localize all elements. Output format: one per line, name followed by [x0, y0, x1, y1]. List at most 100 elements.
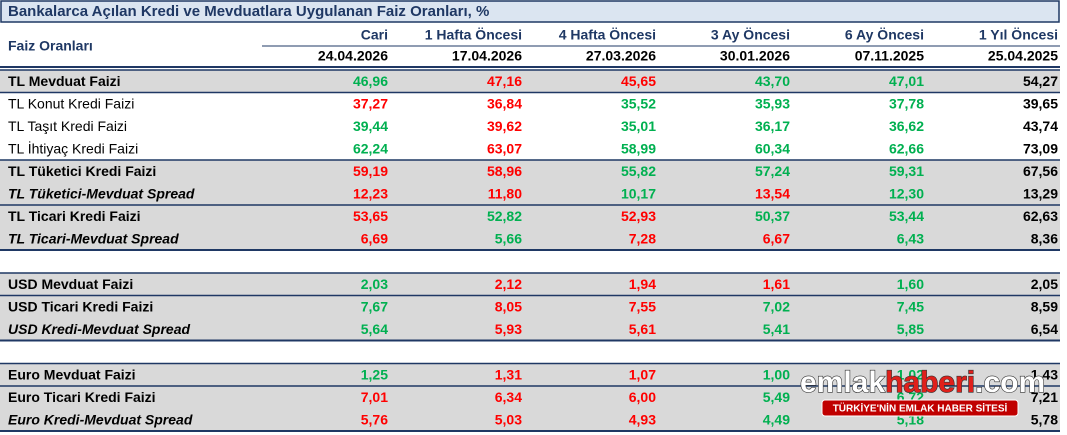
cell-value: 1,07 — [629, 366, 656, 382]
cell-value: 43,74 — [1023, 118, 1058, 134]
cell-value: 5,85 — [897, 321, 924, 337]
cell-value: 52,82 — [487, 208, 522, 224]
row-label: TL Taşıt Kredi Faizi — [8, 118, 127, 134]
cell-value: 55,82 — [621, 163, 656, 179]
cell-value: 5,61 — [629, 321, 656, 337]
cell-value: 2,03 — [361, 276, 388, 292]
column-name: 3 Ay Öncesi — [711, 27, 790, 43]
watermark-logo: emlakhaberi.com — [800, 366, 1045, 399]
cell-value: 8,59 — [1031, 298, 1058, 314]
watermark-tagline: TÜRKİYE'NİN EMLAK HABER SİTESİ — [833, 402, 1008, 415]
cell-value: 62,24 — [353, 140, 388, 156]
column-date: 30.01.2026 — [720, 48, 790, 64]
row-label: USD Mevduat Faizi — [8, 276, 133, 292]
row-shade — [0, 363, 1060, 386]
cell-value: 4,93 — [629, 411, 656, 427]
cell-value: 6,54 — [1031, 321, 1058, 337]
row-label: Euro Mevduat Faizi — [8, 366, 136, 382]
watermark-banner — [821, 399, 1019, 417]
cell-value: 46,96 — [353, 73, 388, 89]
cell-value: 6,00 — [629, 389, 656, 405]
cell-value: 13,54 — [755, 185, 790, 201]
row-shade — [0, 295, 1060, 318]
cell-value: 50,37 — [755, 208, 790, 224]
watermark-part: .com — [975, 366, 1045, 399]
column-name: Cari — [361, 27, 388, 43]
cell-value: 1,02 — [897, 366, 924, 382]
row-shade — [0, 227, 1060, 250]
cell-value: 35,93 — [755, 95, 790, 111]
cell-value: 36,62 — [889, 118, 924, 134]
cell-value: 1,00 — [763, 366, 790, 382]
cell-value: 7,28 — [629, 230, 656, 246]
cell-value: 52,93 — [621, 208, 656, 224]
cell-value: 5,41 — [763, 321, 790, 337]
cell-value: 10,17 — [621, 185, 656, 201]
cell-value: 5,76 — [361, 411, 388, 427]
cell-value: 12,30 — [889, 185, 924, 201]
row-shade — [0, 318, 1060, 341]
cell-value: 36,17 — [755, 118, 790, 134]
cell-value: 1,43 — [1031, 366, 1058, 382]
row-label: TL İhtiyaç Kredi Faizi — [8, 139, 138, 156]
cell-value: 58,96 — [487, 163, 522, 179]
row-label: TL Mevduat Faizi — [8, 73, 121, 89]
cell-value: 2,05 — [1031, 276, 1058, 292]
cell-value: 63,07 — [487, 140, 522, 156]
cell-value: 60,34 — [755, 140, 790, 156]
cell-value: 1,25 — [361, 366, 388, 382]
cell-value: 7,02 — [763, 298, 790, 314]
cell-value: 6,43 — [897, 230, 924, 246]
watermark-part: haberi — [885, 366, 975, 399]
cell-value: 36,84 — [487, 95, 522, 111]
cell-value: 6,34 — [495, 389, 522, 405]
column-date: 25.04.2025 — [988, 48, 1058, 64]
row-shade — [0, 408, 1060, 431]
column-name: 4 Hafta Öncesi — [559, 27, 656, 43]
title-bar — [0, 0, 1060, 23]
row-label: TL Tüketici Kredi Faizi — [8, 163, 156, 179]
cell-value: 53,44 — [889, 208, 924, 224]
cell-value: 5,93 — [495, 321, 522, 337]
cell-value: 39,62 — [487, 118, 522, 134]
cell-value: 6,67 — [763, 230, 790, 246]
cell-value: 67,56 — [1023, 163, 1058, 179]
cell-value: 7,67 — [361, 298, 388, 314]
cell-value: 7,45 — [897, 298, 924, 314]
cell-value: 59,31 — [889, 163, 924, 179]
row-header: Faiz Oranları — [8, 38, 93, 54]
cell-value: 62,63 — [1023, 208, 1058, 224]
cell-value: 7,55 — [629, 298, 656, 314]
cell-value: 5,49 — [763, 389, 790, 405]
column-date: 17.04.2026 — [452, 48, 522, 64]
row-shade — [0, 160, 1060, 183]
watermark-part: emlak — [800, 366, 885, 399]
column-name: 1 Yıl Öncesi — [979, 27, 1058, 43]
cell-value: 37,27 — [353, 95, 388, 111]
cell-value: 54,27 — [1023, 73, 1058, 89]
cell-value: 47,16 — [487, 73, 522, 89]
cell-value: 11,80 — [488, 185, 522, 201]
cell-value: 5,66 — [495, 230, 522, 246]
row-shade — [0, 386, 1060, 409]
cell-value: 6,69 — [361, 230, 388, 246]
column-date: 27.03.2026 — [586, 48, 656, 64]
cell-value: 1,60 — [897, 276, 924, 292]
cell-value: 1,61 — [763, 276, 790, 292]
column-name: 1 Hafta Öncesi — [425, 27, 522, 43]
row-shade — [0, 182, 1060, 205]
cell-value: 12,23 — [353, 185, 388, 201]
row-label: Euro Kredi-Mevduat Spread — [8, 411, 193, 427]
cell-value: 35,01 — [621, 118, 656, 134]
cell-value: 58,99 — [621, 140, 656, 156]
cell-value: 45,65 — [621, 73, 656, 89]
page-title: Bankalarca Açılan Kredi ve Mevduatlara U… — [8, 3, 489, 20]
cell-value: 8,05 — [495, 298, 522, 314]
cell-value: 4,49 — [763, 411, 790, 427]
cell-value: 59,19 — [353, 163, 388, 179]
cell-value: 57,24 — [755, 163, 790, 179]
row-label: TL Ticari Kredi Faizi — [8, 208, 141, 224]
cell-value: 5,78 — [1031, 411, 1058, 427]
row-shade — [0, 205, 1060, 228]
